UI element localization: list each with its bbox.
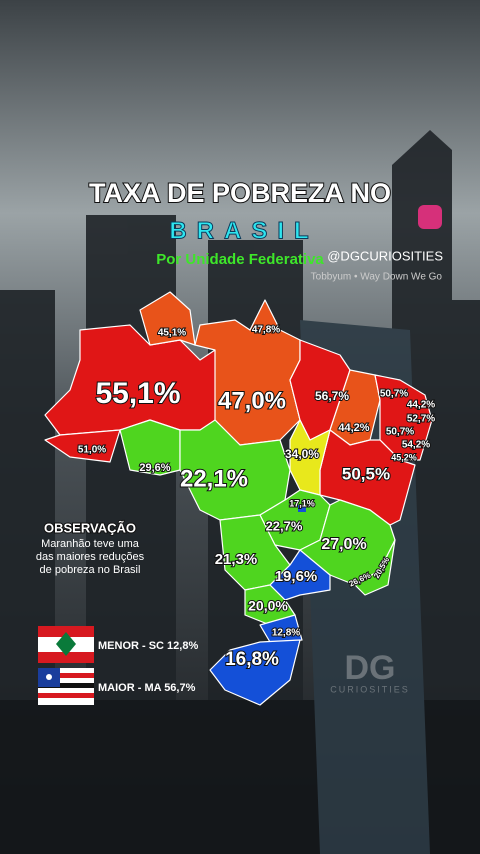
region-label: 47,8%: [252, 325, 280, 336]
region-label: 34,0%: [285, 447, 319, 461]
legend-label: MENOR - SC 12,8%: [98, 640, 198, 652]
region: [298, 505, 306, 512]
legend-label: MAIOR - MA 56,7%: [98, 682, 196, 694]
title-highlight: BRASIL: [169, 217, 318, 244]
region: [374, 374, 433, 461]
region-label: 22,7%: [266, 518, 303, 533]
region-label: 44,2%: [338, 422, 369, 434]
music-credit: Tobbyum • Way Down We Go: [311, 272, 443, 283]
region-label: 45,1%: [158, 328, 186, 339]
flag-ma: [38, 668, 94, 705]
region-label: 12,8%: [272, 628, 300, 639]
region-label: 51,0%: [78, 445, 106, 456]
region: [259, 614, 303, 643]
region-label: 16,8%: [225, 649, 279, 670]
region: [269, 549, 331, 601]
note-line: de pobreza no Brasil: [40, 564, 141, 576]
note: OBSERVAÇÃO Maranhão teve uma das maiores…: [36, 519, 145, 576]
region-label: 20,0%: [248, 598, 288, 614]
region: [209, 639, 301, 706]
region-label: 29,6%: [139, 462, 170, 474]
region-label: 27,0%: [321, 536, 366, 553]
flag-sc: [38, 626, 94, 663]
note-title: OBSERVAÇÃO: [44, 520, 136, 535]
map: [44, 291, 433, 706]
subtitle: Por Unidade Federativa: [156, 251, 324, 268]
handle: @DGCURIOSITIES: [327, 248, 443, 263]
region: [354, 539, 396, 596]
legend: MENOR - SC 12,8% MAIOR - MA 56,7%: [38, 626, 198, 705]
region: [44, 429, 121, 463]
region: [179, 419, 291, 521]
title: TAXA DE POBREZA NO: [89, 178, 391, 208]
note-line: das maiores reduções: [36, 551, 145, 563]
region-label: 22,1%: [180, 465, 248, 492]
region-label: 50,7%: [380, 389, 408, 400]
region-label: 55,1%: [95, 377, 180, 410]
region-label: 47,0%: [218, 387, 286, 414]
watermark-logo: DG: [345, 649, 396, 687]
region-label: 52,7%: [407, 414, 435, 425]
region-label: 21,3%: [215, 551, 258, 568]
watermark-name: CURIOSITIES: [330, 684, 410, 694]
region-label: 54,2%: [402, 440, 430, 451]
note-line: Maranhão teve uma: [41, 538, 140, 550]
region-label: 44,2%: [407, 400, 435, 411]
region-label: 56,7%: [315, 389, 349, 403]
region-label: 17,1%: [289, 498, 315, 508]
region-label: 50,7%: [386, 427, 414, 438]
instagram-icon: [418, 205, 442, 229]
region-label: 19,6%: [275, 568, 318, 585]
region-label: 45,2%: [391, 452, 417, 462]
watermark: DG CURIOSITIES: [330, 649, 410, 694]
region-label: 50,5%: [342, 464, 390, 483]
